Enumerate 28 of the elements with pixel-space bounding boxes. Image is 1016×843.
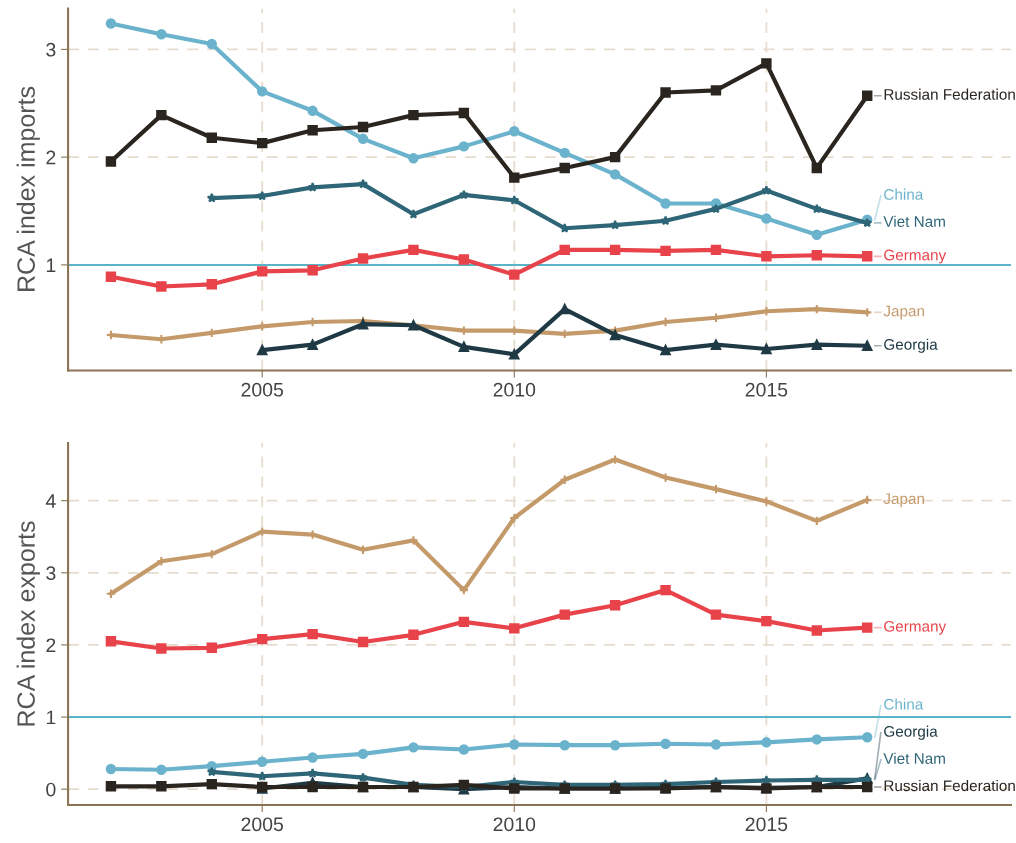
y-tick-label: 3 xyxy=(46,566,56,581)
y-axis-title: RCA index imports xyxy=(16,86,40,291)
legend-label: Germany xyxy=(884,620,947,635)
legend-label: Russian Federation xyxy=(884,779,1015,792)
x-tick-label: 2015 xyxy=(745,382,788,397)
y-tick-label: 3 xyxy=(46,42,56,57)
x-tick-label: 2010 xyxy=(493,817,536,832)
legend-label: Germany xyxy=(884,249,947,264)
legend-label: Japan xyxy=(883,493,924,508)
series-label: Viet Nam xyxy=(883,752,945,764)
x-tick-label: 2010 xyxy=(493,382,536,397)
legend-label: Russian Federation xyxy=(884,88,1015,100)
x-tick-label: 2005 xyxy=(241,382,283,397)
x-tick-label: 2005 xyxy=(241,817,283,832)
series-label: China xyxy=(884,698,924,710)
y-axis-title: RCA index exports xyxy=(16,521,40,726)
y-tick-label: 0 xyxy=(46,782,56,797)
legend-label: Georgia xyxy=(884,338,938,353)
legend-label: Viet Nam xyxy=(883,215,945,227)
series-label: China xyxy=(884,188,924,200)
y-tick-label: 2 xyxy=(46,638,56,652)
y-tick-label: 2 xyxy=(46,150,56,165)
y-tick-label: 4 xyxy=(45,494,56,508)
y-tick-label: 1 xyxy=(46,710,56,725)
y-tick-label: 1 xyxy=(46,258,56,272)
text: Georgia xyxy=(884,725,938,740)
legend-label: Japan xyxy=(883,305,924,320)
x-tick-label: 2015 xyxy=(745,817,788,832)
